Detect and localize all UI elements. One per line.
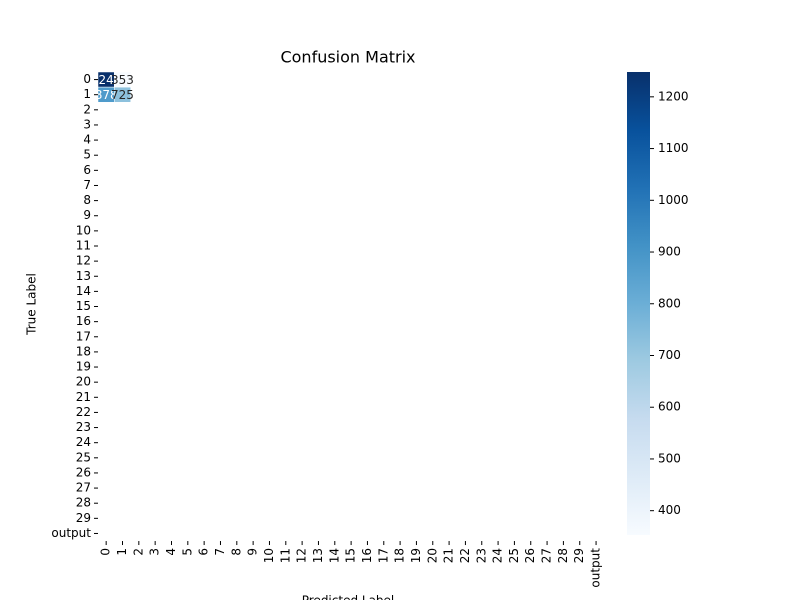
y-tick-label: 9 xyxy=(83,208,91,222)
colorbar-tick-label: 900 xyxy=(658,245,681,259)
y-tick-label: 3 xyxy=(83,117,91,131)
colorbar-tick-label: 1000 xyxy=(658,193,689,207)
colorbar-tick-label: 600 xyxy=(658,400,681,414)
cell-label: 725 xyxy=(111,88,134,102)
colorbar-tick-label: 700 xyxy=(658,348,681,362)
y-tick-label: 8 xyxy=(83,193,91,207)
x-tick-label: 24 xyxy=(491,548,505,563)
x-tick-label: 14 xyxy=(327,548,341,563)
x-tick-label: 12 xyxy=(295,548,309,563)
y-tick-label: 11 xyxy=(76,238,91,252)
x-tick-label: 28 xyxy=(556,548,570,563)
x-tick-label: 22 xyxy=(458,548,472,563)
x-tick-label: 23 xyxy=(474,548,488,563)
y-tick-label: 19 xyxy=(76,360,91,374)
x-tick-label: 17 xyxy=(376,548,390,563)
colorbar xyxy=(627,72,650,535)
x-tick-label: 0 xyxy=(99,548,113,556)
x-tick-label: 5 xyxy=(180,548,194,556)
x-tick-label: 29 xyxy=(572,548,586,563)
y-tick-label: output xyxy=(51,526,91,540)
x-tick-label: 20 xyxy=(425,548,439,563)
x-tick-label: 16 xyxy=(360,548,374,563)
x-tick-label: 3 xyxy=(148,548,162,556)
x-tick-label: 26 xyxy=(523,548,537,563)
x-tick-label: 9 xyxy=(246,548,260,556)
x-tick-label: 1 xyxy=(115,548,129,556)
y-tick-label: 26 xyxy=(76,465,91,479)
y-tick-label: 4 xyxy=(83,133,91,147)
y-tick-label: 28 xyxy=(76,496,91,510)
y-axis-label: True Label xyxy=(25,273,39,336)
cell-label: 878 xyxy=(95,88,118,102)
y-tick-label: 13 xyxy=(76,269,91,283)
x-tick-label: 10 xyxy=(262,548,276,563)
y-tick-label: 15 xyxy=(76,299,91,313)
y-tick-label: 12 xyxy=(76,254,91,268)
cell xyxy=(114,86,131,103)
cell-label: 1248 xyxy=(91,73,122,87)
chart-title: Confusion Matrix xyxy=(280,48,415,67)
y-tick-label: 5 xyxy=(83,148,91,162)
x-tick-label: 27 xyxy=(540,548,554,563)
y-tick-label: 24 xyxy=(76,435,91,449)
y-tick-label: 7 xyxy=(83,178,91,192)
y-tick-label: 0 xyxy=(83,72,91,86)
y-tick-label: 23 xyxy=(76,420,91,434)
cell-label: 353 xyxy=(111,73,134,87)
y-tick-label: 2 xyxy=(83,102,91,116)
x-tick-label: 11 xyxy=(278,548,292,563)
y-tick-label: 20 xyxy=(76,375,91,389)
x-tick-label: 18 xyxy=(393,548,407,563)
y-tick-label: 17 xyxy=(76,329,91,343)
y-tick-label: 18 xyxy=(76,344,91,358)
y-tick-label: 25 xyxy=(76,450,91,464)
y-tick-label: 16 xyxy=(76,314,91,328)
y-tick-label: 21 xyxy=(76,390,91,404)
x-tick-label: 13 xyxy=(311,548,325,563)
colorbar-tick-label: 1100 xyxy=(658,141,689,155)
colorbar-tick-label: 400 xyxy=(658,503,681,517)
x-tick-label: 6 xyxy=(197,548,211,556)
x-axis-label: Predicted Label xyxy=(302,594,395,601)
y-tick-label: 14 xyxy=(76,284,91,298)
y-tick-label: 27 xyxy=(76,481,91,495)
x-tick-label: 7 xyxy=(213,548,227,556)
colorbar-tick-label: 500 xyxy=(658,451,681,465)
x-tick-label: output xyxy=(589,548,603,588)
x-tick-label: 19 xyxy=(409,548,423,563)
x-tick-label: 4 xyxy=(164,548,178,556)
colorbar-tick-label: 1200 xyxy=(658,89,689,103)
x-tick-label: 25 xyxy=(507,548,521,563)
y-tick-label: 6 xyxy=(83,163,91,177)
y-tick-label: 1 xyxy=(83,87,91,101)
x-tick-label: 8 xyxy=(229,548,243,556)
y-tick-label: 22 xyxy=(76,405,91,419)
x-tick-label: 21 xyxy=(442,548,456,563)
y-tick-label: 10 xyxy=(76,223,91,237)
y-tick-label: 29 xyxy=(76,511,91,525)
x-tick-label: 2 xyxy=(131,548,145,556)
x-tick-label: 15 xyxy=(344,548,358,563)
colorbar-tick-label: 800 xyxy=(658,296,681,310)
